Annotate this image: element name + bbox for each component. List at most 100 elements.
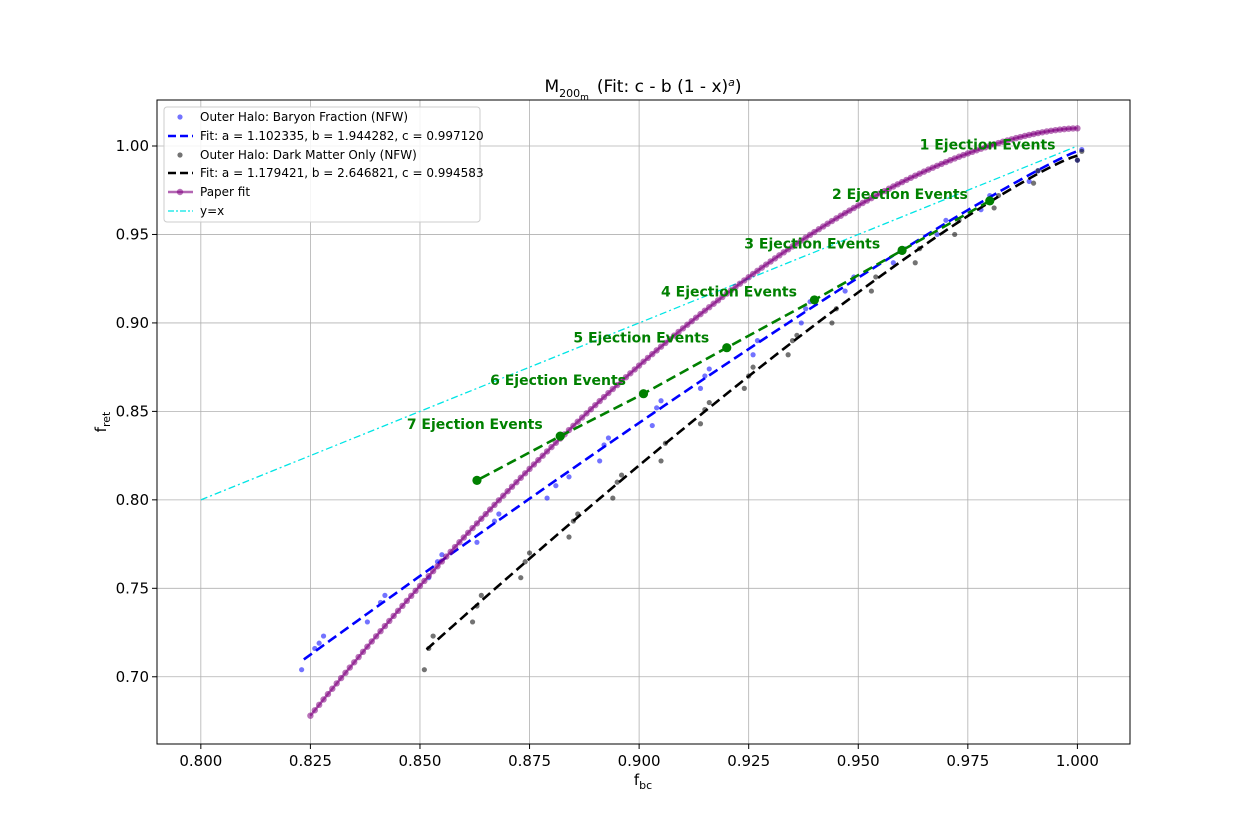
- paper-fit-point: [736, 280, 744, 287]
- paper-fit-point: [478, 515, 485, 522]
- dmo-point: [518, 575, 524, 581]
- ejection-event-point: [472, 475, 482, 485]
- dmo-point: [469, 619, 476, 625]
- paper-fit-point: [434, 563, 441, 570]
- legend-entry-label: y=x: [200, 204, 224, 218]
- paper-fit-point: [679, 325, 687, 332]
- baryon-point: [803, 306, 809, 312]
- paper-fit-point: [548, 443, 555, 451]
- ejection-event-label: 2 Ejection Events: [832, 187, 968, 203]
- paper-fit-point: [447, 548, 454, 555]
- paper-fit-point: [390, 612, 397, 620]
- x-tick-label: 0.825: [289, 752, 332, 770]
- legend-entry-label: Fit: a = 1.179421, b = 2.646821, c = 0.9…: [200, 166, 484, 180]
- dmo-point: [789, 338, 796, 344]
- paper-fit-point: [315, 701, 323, 709]
- baryon-point: [654, 405, 660, 411]
- baryon-point: [798, 320, 804, 326]
- dmo-point: [1035, 168, 1041, 174]
- paper-fit-point: [521, 470, 529, 477]
- paper-fit-point: [364, 643, 371, 650]
- x-tick-label: 0.800: [179, 752, 222, 770]
- paper-fit-point: [443, 553, 450, 560]
- legend-entry-label: Outer Halo: Dark Matter Only (NFW): [200, 148, 417, 162]
- ejection-event-point: [897, 245, 907, 255]
- baryon-point: [890, 260, 896, 266]
- baryon-point: [754, 338, 761, 344]
- baryon-point: [702, 373, 708, 379]
- baryon-point: [491, 518, 498, 524]
- baryon-point: [697, 385, 704, 391]
- legend-entry-label: Fit: a = 1.102335, b = 1.944282, c = 0.9…: [200, 129, 484, 143]
- x-axis-label: fbc: [634, 771, 652, 792]
- ejection-event-label: 5 Ejection Events: [573, 330, 709, 346]
- paper-fit-point: [592, 401, 599, 409]
- dmo-point: [785, 352, 791, 358]
- paper-fit-point: [482, 510, 489, 518]
- paper-fit-point: [307, 712, 314, 719]
- paper-fit-point: [578, 414, 586, 421]
- y-tick-label: 0.80: [116, 491, 149, 509]
- paper-fit-point: [653, 347, 660, 354]
- ejection-event-label: 7 Ejection Events: [407, 417, 543, 433]
- axes-frame: [156, 99, 1131, 745]
- paper-fit-point: [451, 543, 459, 551]
- y-tick-label: 0.90: [116, 314, 149, 332]
- paper-fit-point: [495, 497, 503, 504]
- paper-fit-point: [412, 587, 419, 595]
- paper-fit-point: [394, 607, 402, 615]
- baryon-point: [364, 619, 370, 625]
- chart-title: M200m(Fit: c - b (1 - x)a): [544, 76, 741, 103]
- dmo-point: [1030, 180, 1037, 186]
- paper-fit-point: [337, 674, 345, 682]
- x-axis: 0.800 0.825 0.850 0.875 0.900 0.925 0.950 0.975…: [179, 744, 1099, 770]
- baryon-point: [382, 592, 388, 598]
- paper-fit-point: [618, 377, 625, 385]
- paper-fit-point: [526, 465, 533, 473]
- y-tick-label: 0.75: [116, 579, 149, 597]
- legend-marker: [176, 188, 184, 196]
- dmo-point: [741, 385, 747, 391]
- baryon-point: [597, 458, 603, 464]
- baryon-point: [658, 398, 664, 404]
- paper-fit-point: [732, 283, 739, 291]
- dmo-point: [952, 231, 958, 238]
- paper-fit-point: [372, 633, 380, 640]
- paper-fit-point: [456, 539, 463, 546]
- paper-fit-point: [723, 290, 730, 297]
- x-tick-label: 0.925: [727, 752, 770, 770]
- baryon-point: [299, 667, 305, 673]
- paper-fit-point: [583, 410, 590, 417]
- y-axis: 0.70 0.75 0.80 0.85 0.90 0.95 1.00: [116, 137, 157, 686]
- paper-fit-point: [640, 358, 647, 365]
- paper-fit-point: [701, 307, 709, 314]
- baryon-point: [934, 231, 940, 238]
- legend-box: [163, 106, 481, 223]
- paper-fit-point: [596, 397, 603, 405]
- dmo-point: [868, 288, 875, 294]
- ejection-event-label: 6 Ejection Events: [490, 373, 626, 389]
- dmo-point: [658, 458, 664, 464]
- dmo-point: [526, 550, 533, 556]
- legend-marker: [177, 152, 183, 158]
- dmo-point: [618, 472, 625, 478]
- paper-fit-point: [460, 534, 468, 541]
- paper-fit-point: [662, 339, 669, 347]
- paper-fit-point: [359, 648, 367, 656]
- dmo-point: [1074, 157, 1081, 163]
- paper-fit-point: [710, 300, 717, 307]
- paper-fit-point: [425, 572, 432, 580]
- legend: Outer Halo: Baryon Fraction (NFW) Fit: a …: [163, 106, 484, 223]
- paper-fit-point: [311, 707, 318, 714]
- paper-fit-point: [688, 317, 695, 325]
- paper-fit-point: [587, 406, 595, 413]
- dmo-point: [829, 320, 835, 326]
- paper-fit-point: [535, 456, 542, 464]
- paper-fit-point: [346, 664, 354, 671]
- paper-fit-point: [508, 483, 516, 490]
- paper-fit-point: [408, 592, 415, 600]
- baryon-point: [943, 217, 949, 223]
- baryon-point: [316, 640, 322, 646]
- paper-fit-point: [684, 321, 691, 328]
- paper-fit-point: [697, 310, 704, 318]
